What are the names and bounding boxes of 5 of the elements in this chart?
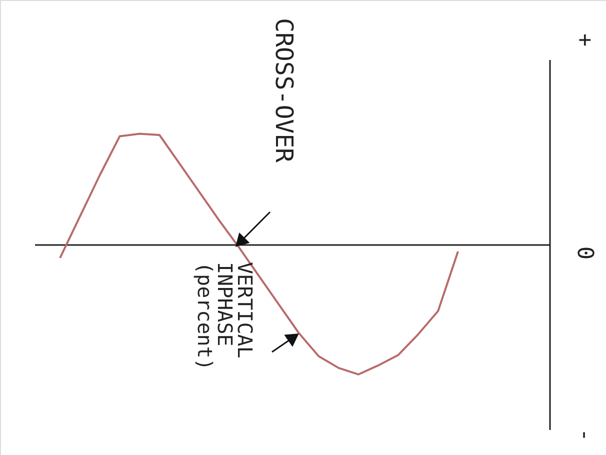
annotation: CROSS-OVER: [270, 18, 298, 164]
text: 0: [572, 246, 597, 260]
text: -: [572, 428, 597, 442]
annotation: VERTICAL INPHASE (percent): [193, 262, 257, 370]
text: +: [572, 33, 597, 47]
